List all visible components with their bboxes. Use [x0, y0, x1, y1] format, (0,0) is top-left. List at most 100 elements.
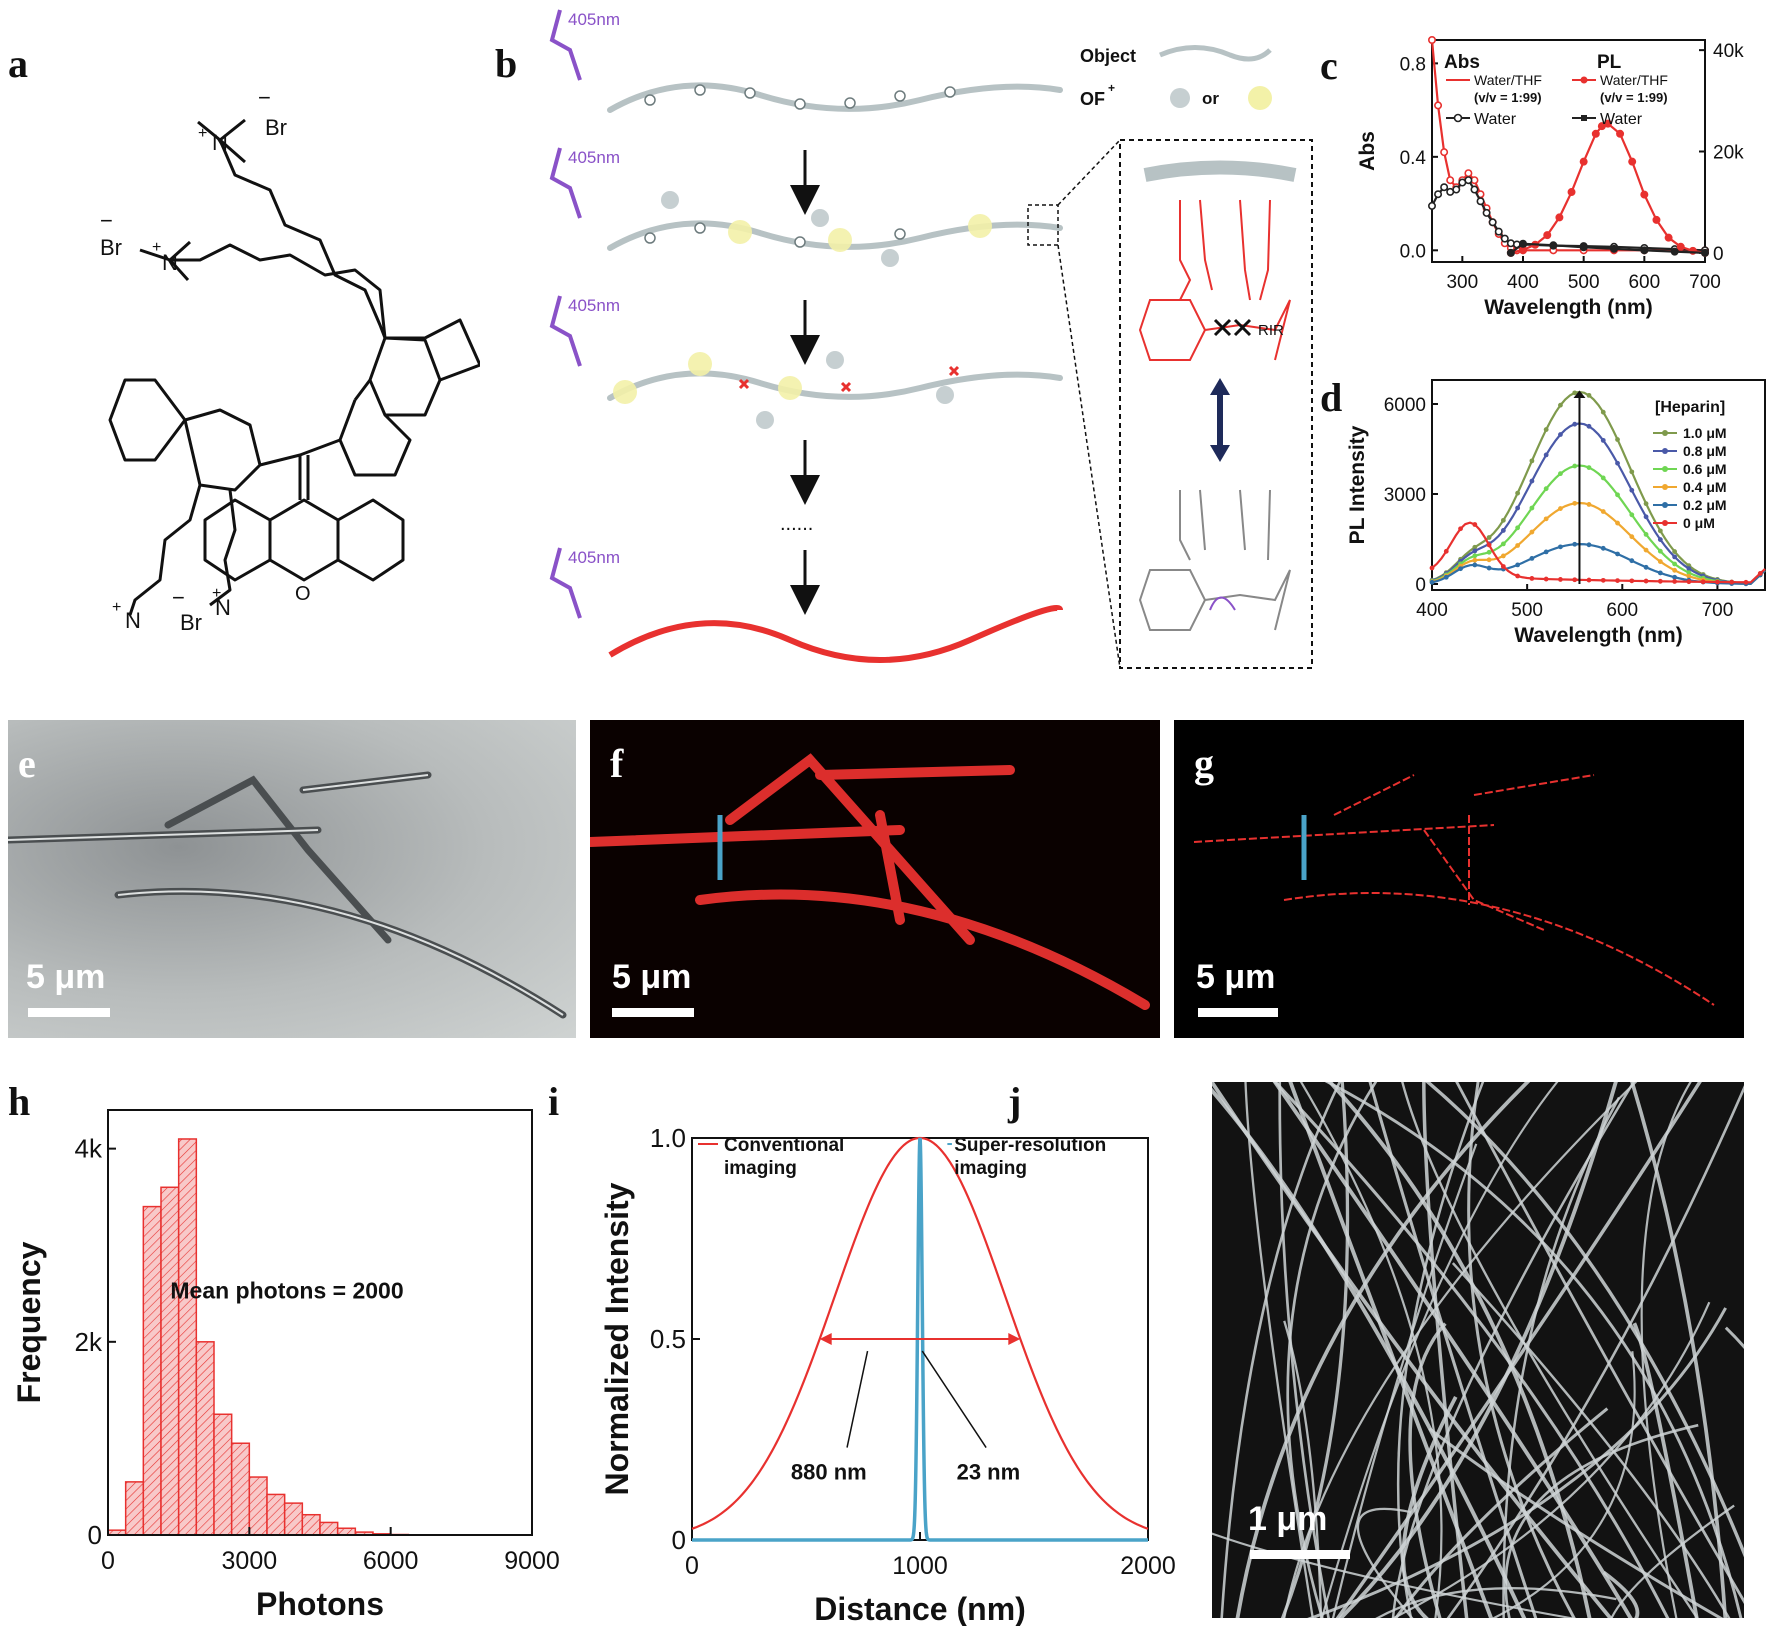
br-left: Br [100, 235, 122, 260]
point-c-1-0 [1428, 201, 1437, 210]
y-tick-label-d-0: 0 [1415, 575, 1426, 596]
point-d-4-24 [1543, 549, 1549, 555]
point-c-0-2 [1440, 148, 1449, 157]
nanofibre-29 [1491, 1351, 1636, 1618]
point-c-2-9 [1603, 119, 1612, 128]
chemical-structure: N + − Br N + − Br O N + Br − N + − Br [100, 85, 480, 635]
scale-label-f: 5 μm [612, 958, 692, 996]
x-tick-label-i-1: 1000 [892, 1552, 948, 1580]
legend-abs-title: Abs [1444, 52, 1480, 73]
legend-object: Object [1080, 46, 1136, 66]
point-d-5-15 [1500, 564, 1506, 569]
point-d-2-18 [1515, 525, 1521, 531]
y-tick-label-h-0: 0 [88, 1520, 102, 1550]
legend-of: OF [1080, 89, 1105, 109]
point-d-2-51 [1672, 561, 1678, 567]
histogram-bar-8 [248, 1476, 268, 1536]
point-d-4-12 [1486, 565, 1492, 571]
point-d-2-15 [1500, 541, 1506, 547]
point-d-5-48 [1657, 578, 1663, 584]
point-c-0-1 [1434, 101, 1443, 110]
nanofibre-28 [1455, 1082, 1744, 1604]
point-d-4-33 [1586, 542, 1592, 548]
br-top: Br [265, 115, 287, 140]
nanofibre-8 [1320, 1082, 1559, 1618]
laser-label-1: 405nm [568, 10, 620, 29]
minus-top: − [258, 85, 271, 110]
point-c-2-4 [1555, 213, 1564, 222]
x-tick-label-c-4: 700 [1689, 272, 1721, 293]
nanofibre-42 [1610, 1504, 1735, 1618]
point-d-0-45 [1643, 501, 1649, 507]
nanofibre-32 [1396, 1082, 1485, 1618]
series-d-5 [1431, 521, 1766, 584]
histogram-bar-12 [319, 1521, 339, 1536]
y-tick-label-h-2: 4k [75, 1134, 103, 1164]
nanofibre-25 [1307, 1307, 1727, 1618]
point-c-2-14 [1664, 233, 1673, 242]
point-d-5-36 [1600, 577, 1606, 583]
point-d-4-6 [1458, 566, 1463, 572]
point-d-2-33 [1586, 465, 1592, 470]
point-d-5-69 [1757, 570, 1763, 576]
nanofibre-41 [1375, 1587, 1617, 1618]
histogram-bar-7 [230, 1442, 251, 1536]
annotation-880nm: 880 nm [791, 1460, 867, 1485]
point-d-1-51 [1672, 554, 1678, 560]
legend-d-name-0: 1.0 μM [1683, 425, 1727, 441]
microscopy-image-g: g 5 μm [1174, 720, 1744, 1038]
point-d-1-21 [1529, 478, 1535, 484]
histogram-bar-9 [266, 1493, 286, 1536]
scale-bar-e [28, 1008, 110, 1017]
point-d-3-12 [1486, 557, 1492, 563]
point-d-0-39 [1615, 437, 1620, 442]
point-d-1-42 [1629, 487, 1635, 493]
point-d-5-24 [1543, 576, 1549, 582]
minus-br: − [172, 585, 185, 610]
point-d-4-45 [1643, 564, 1649, 570]
y2-tick-label-c-0: 0 [1713, 244, 1724, 265]
point-d-5-9 [1472, 522, 1478, 527]
point-d-1-36 [1600, 437, 1606, 443]
y-tick-label-d-1: 3000 [1384, 485, 1426, 506]
point-d-1-45 [1643, 514, 1649, 520]
point-c-1-1 [1434, 190, 1443, 199]
point-d-4-21 [1529, 555, 1535, 561]
nanofibre-11 [1272, 1082, 1633, 1618]
point-d-3-45 [1643, 547, 1649, 553]
y2-tick-label-c-2: 40k [1713, 41, 1744, 62]
oxygen: O [295, 583, 311, 605]
series-i-1 [692, 1137, 1148, 1542]
y-tick-label-h-1: 2k [75, 1327, 103, 1357]
minus-left: − [100, 208, 113, 233]
point-c-3-6 [1670, 247, 1679, 256]
point-d-2-9 [1472, 553, 1478, 559]
microscopy-image-f: f 5 μm [590, 720, 1160, 1038]
point-d-3-42 [1629, 534, 1635, 540]
nitrogen-top: N [212, 130, 228, 155]
point-d-5-60 [1715, 579, 1720, 585]
point-c-2-3 [1543, 231, 1552, 240]
point-d-5-12 [1486, 542, 1492, 548]
legend-of-sup: + [1108, 81, 1115, 95]
legend-pl-marker-1 [1580, 76, 1588, 84]
point-c-2-6 [1579, 157, 1588, 166]
point-d-3-54 [1686, 573, 1692, 579]
point-d-5-45 [1643, 578, 1649, 584]
x-tick-label-h-2: 6000 [363, 1547, 419, 1575]
point-d-4-3 [1443, 574, 1449, 580]
trend-arrowhead-d [1573, 390, 1586, 398]
x-tick-label-c-2: 500 [1568, 272, 1600, 293]
histogram-bar-10 [283, 1502, 304, 1536]
nitrogen-left: N [162, 250, 178, 275]
legend-pl-ratio: (v/v = 1:99) [1600, 90, 1668, 105]
scale-bar-j [1250, 1550, 1350, 1559]
point-c-0-6 [1464, 169, 1473, 178]
panel-label-e: e [18, 741, 36, 786]
point-d-4-51 [1672, 574, 1678, 580]
point-c-0-0 [1428, 36, 1437, 45]
point-d-2-42 [1629, 512, 1635, 518]
x-axis-label-d: Wavelength (nm) [1514, 624, 1682, 647]
fwhm-arrow-left [819, 1333, 832, 1345]
point-d-3-21 [1529, 529, 1535, 535]
